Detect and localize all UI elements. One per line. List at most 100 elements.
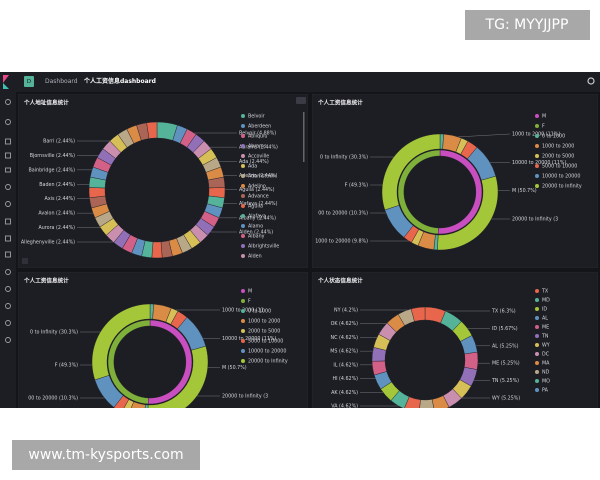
legend-label[interactable]: Aberdeen xyxy=(248,124,271,130)
legend-label[interactable]: 0 to 1000 xyxy=(542,134,565,140)
nav-icon[interactable] xyxy=(5,320,11,326)
space-badge[interactable] xyxy=(24,76,34,87)
legend-label[interactable]: ME xyxy=(542,325,549,331)
legend-label[interactable]: F xyxy=(248,299,251,305)
legend-label[interactable]: M xyxy=(248,289,252,295)
legend-label[interactable]: 20000 to Infinity xyxy=(248,359,288,365)
legend-dot[interactable] xyxy=(535,164,539,168)
breadcrumb[interactable]: Dashboard xyxy=(45,78,78,85)
legend-label[interactable]: TN xyxy=(541,334,549,340)
legend-dot[interactable] xyxy=(241,134,245,138)
legend-label[interactable]: ID xyxy=(542,307,547,313)
nav-icon[interactable] xyxy=(5,286,11,292)
nav-icon[interactable] xyxy=(5,269,11,275)
legend-dot[interactable] xyxy=(241,254,245,258)
legend-dot[interactable] xyxy=(535,298,539,302)
legend-dot[interactable] xyxy=(535,289,539,293)
legend-label[interactable]: Alamo xyxy=(248,224,263,230)
legend-dot[interactable] xyxy=(241,349,245,353)
legend-label[interactable]: Aguila xyxy=(248,204,263,210)
legend-label[interactable]: Belvoir xyxy=(248,114,265,120)
legend-label[interactable]: MA xyxy=(542,361,550,367)
legend-dot[interactable] xyxy=(241,329,245,333)
legend-dot[interactable] xyxy=(535,334,539,338)
legend-label[interactable]: F xyxy=(542,124,545,130)
legend-toggle[interactable] xyxy=(22,258,28,264)
legend-label[interactable]: 1000 to 2000 xyxy=(248,319,280,325)
nav-icon[interactable] xyxy=(5,303,11,309)
legend-dot[interactable] xyxy=(241,184,245,188)
legend-dot[interactable] xyxy=(241,164,245,168)
legend-label[interactable]: Albany xyxy=(248,234,265,240)
legend-dot[interactable] xyxy=(535,124,539,128)
legend-label[interactable]: MO xyxy=(542,379,550,385)
legend-dot[interactable] xyxy=(535,316,539,320)
legend-dot[interactable] xyxy=(241,214,245,218)
legend-dot[interactable] xyxy=(241,309,245,313)
panel-menu[interactable] xyxy=(296,97,306,104)
legend-label[interactable]: AL xyxy=(542,316,548,322)
legend-label[interactable]: 5000 to 10000 xyxy=(248,339,283,345)
legend-dot[interactable] xyxy=(241,299,245,303)
legend-dot[interactable] xyxy=(535,154,539,158)
legend-dot[interactable] xyxy=(241,154,245,158)
legend-dot[interactable] xyxy=(535,379,539,383)
legend-label[interactable]: Ada xyxy=(248,164,257,170)
legend-label[interactable]: MD xyxy=(542,298,550,304)
legend-label[interactable]: DC xyxy=(542,352,550,358)
legend-label[interactable]: Abiiquiu xyxy=(248,134,267,140)
legend-label[interactable]: Accoville xyxy=(248,154,269,160)
legend-dot[interactable] xyxy=(241,144,245,148)
nav-icon[interactable] xyxy=(5,337,11,343)
legend-dot[interactable] xyxy=(241,174,245,178)
nav-icon[interactable] xyxy=(5,184,11,190)
legend-dot[interactable] xyxy=(241,319,245,323)
legend-label[interactable]: PA xyxy=(542,388,549,394)
legend-dot[interactable] xyxy=(241,124,245,128)
legend-label[interactable]: 2000 to 5000 xyxy=(542,154,574,160)
legend-label[interactable]: 2000 to 5000 xyxy=(248,329,280,335)
legend-dot[interactable] xyxy=(241,359,245,363)
legend-dot[interactable] xyxy=(535,114,539,118)
nav-icon[interactable] xyxy=(5,99,11,105)
nav-icon[interactable] xyxy=(5,235,11,242)
legend-dot[interactable] xyxy=(535,352,539,356)
nav-icon[interactable] xyxy=(5,167,11,173)
legend-dot[interactable] xyxy=(535,307,539,311)
legend-label[interactable]: 20000 to Infinity xyxy=(542,184,582,190)
legend-label[interactable]: 10000 to 20000 xyxy=(542,174,580,180)
legend-label[interactable]: Abrams xyxy=(248,144,267,150)
legend-label[interactable]: M xyxy=(542,114,546,120)
nav-icon[interactable] xyxy=(5,138,11,145)
legend-dot[interactable] xyxy=(535,370,539,374)
legend-label[interactable]: Alafaya xyxy=(248,214,266,220)
nav-icon[interactable] xyxy=(5,251,11,258)
legend-label[interactable]: WY xyxy=(542,343,550,349)
legend-label[interactable]: Alden xyxy=(248,254,262,260)
legend-dot[interactable] xyxy=(241,224,245,228)
legend-label[interactable]: 10000 to 20000 xyxy=(248,349,286,355)
legend-dot[interactable] xyxy=(535,343,539,347)
legend-dot[interactable] xyxy=(535,144,539,148)
legend-dot[interactable] xyxy=(535,184,539,188)
legend-label[interactable]: Adamstown xyxy=(248,174,276,180)
legend-label[interactable]: ND xyxy=(542,370,550,376)
nav-icon[interactable] xyxy=(5,152,11,159)
legend-dot[interactable] xyxy=(535,174,539,178)
legend-dot[interactable] xyxy=(241,204,245,208)
legend-dot[interactable] xyxy=(241,234,245,238)
nav-icon[interactable] xyxy=(5,201,11,207)
legend-label[interactable]: Albrightsville xyxy=(248,244,279,250)
legend-dot[interactable] xyxy=(535,361,539,365)
legend-label[interactable]: 5000 to 10000 xyxy=(542,164,577,170)
nav-icon[interactable] xyxy=(5,218,11,225)
legend-dot[interactable] xyxy=(241,339,245,343)
nav-icon[interactable] xyxy=(5,119,11,125)
legend-dot[interactable] xyxy=(241,114,245,118)
legend-dot[interactable] xyxy=(535,325,539,329)
legend-label[interactable]: Adelino xyxy=(248,184,266,190)
settings-icon[interactable] xyxy=(587,77,595,85)
legend-label[interactable]: 1000 to 2000 xyxy=(542,144,574,150)
legend-label[interactable]: 0 to 1000 xyxy=(248,309,271,315)
legend-dot[interactable] xyxy=(535,134,539,138)
